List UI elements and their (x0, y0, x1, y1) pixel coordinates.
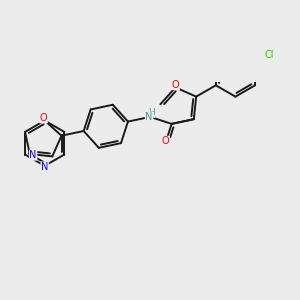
Text: Cl: Cl (264, 50, 274, 60)
Text: N: N (29, 150, 37, 160)
Text: O: O (162, 136, 170, 146)
Text: N: N (145, 112, 153, 122)
Text: O: O (40, 113, 47, 123)
Text: N: N (41, 162, 48, 172)
Text: O: O (172, 80, 179, 90)
Text: H: H (148, 108, 154, 117)
